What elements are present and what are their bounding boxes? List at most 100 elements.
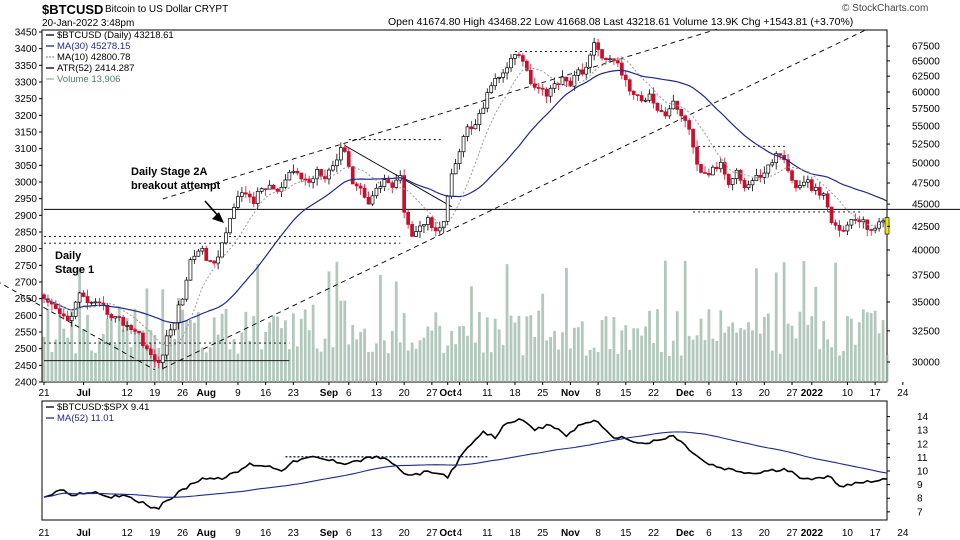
ratio-x-tick-label: 20	[399, 528, 411, 539]
candle	[430, 217, 434, 228]
exchange-label: CRYPT	[194, 4, 229, 15]
volume-bar	[216, 334, 220, 382]
candle	[738, 169, 743, 181]
volume-bar	[620, 330, 624, 382]
volume-bar	[798, 311, 802, 382]
symbol-name: Bitcoin to US Dollar CRYPT	[105, 4, 228, 15]
volume-bar	[470, 286, 473, 382]
volume-bar	[818, 349, 822, 382]
candle	[184, 279, 189, 300]
volume-bar	[450, 331, 454, 382]
candle	[362, 187, 367, 198]
volume-bar	[462, 326, 465, 382]
ratio-x-tick-label: 8	[595, 528, 601, 539]
volume-bar	[513, 322, 517, 382]
volume-bar	[723, 332, 727, 382]
candle	[426, 217, 430, 225]
candle	[418, 225, 422, 232]
candle	[54, 303, 58, 310]
volume-bar	[406, 350, 410, 382]
candle	[627, 79, 632, 92]
x-tick-label: 22	[648, 388, 660, 399]
right-tick-label: 57500	[912, 104, 940, 115]
left-tick-label: 3150	[15, 128, 38, 139]
candle	[378, 186, 383, 189]
volume-bar	[537, 310, 541, 382]
volume-bar	[58, 314, 62, 382]
volume-bar	[707, 309, 711, 382]
ratio-x-tick-label: 27	[426, 528, 438, 539]
volume-bar	[208, 347, 212, 382]
candle	[414, 231, 418, 237]
volume-bar	[541, 293, 545, 382]
candle	[303, 178, 308, 181]
right-tick-label: 55000	[912, 121, 940, 132]
volume-bar	[846, 316, 849, 382]
candle	[109, 314, 114, 319]
volume-bar	[612, 317, 616, 382]
volume-bar	[794, 338, 798, 382]
volume-bar	[663, 260, 667, 382]
volume-bar	[735, 332, 739, 382]
volume-bar	[196, 312, 200, 382]
candle	[338, 147, 343, 161]
candle	[42, 294, 46, 300]
left-tick-label: 2950	[15, 194, 38, 205]
candle	[168, 329, 173, 337]
candle	[188, 259, 193, 281]
ratio-legend-label: $BTCUSD:$SPX 9.41	[57, 402, 149, 413]
volume-bar	[493, 318, 497, 382]
volume-bar	[755, 268, 758, 382]
candle	[204, 247, 209, 261]
volume-bar	[529, 315, 533, 382]
candle	[85, 296, 90, 304]
volume-bar	[869, 313, 873, 382]
left-tick-label: 2600	[15, 311, 38, 322]
candle	[295, 170, 300, 174]
candle	[774, 153, 779, 164]
x-tick-label: Dec	[676, 388, 695, 399]
candle	[244, 192, 248, 195]
candle	[374, 187, 379, 197]
candle	[335, 159, 339, 167]
volume-bar	[220, 313, 224, 382]
volume-bar	[192, 322, 196, 382]
volume-bar	[774, 272, 778, 382]
candle	[271, 184, 276, 190]
candle	[501, 72, 505, 78]
volume-bar	[299, 318, 303, 382]
volume-bar	[343, 300, 347, 382]
candle	[552, 83, 557, 89]
x-tick-label: 15	[620, 388, 632, 399]
right-tick-label: 60000	[912, 88, 940, 99]
volume-bar	[489, 352, 493, 382]
candle	[711, 166, 715, 176]
candle	[208, 260, 213, 262]
candle	[315, 169, 319, 180]
volume-bar	[141, 330, 145, 382]
candle	[394, 179, 399, 188]
symbol-fullname: Bitcoin to US Dollar	[105, 4, 192, 15]
volume-bar	[371, 351, 374, 382]
candle	[224, 232, 228, 244]
x-tick-label: 13	[371, 388, 383, 399]
volume-bar	[398, 342, 402, 382]
candle	[513, 54, 517, 59]
volume-bar	[386, 353, 390, 382]
candle	[623, 74, 628, 81]
volume-bar	[90, 350, 93, 382]
volume-bar	[181, 309, 184, 382]
candle	[608, 58, 612, 61]
volume-bar	[557, 349, 560, 382]
left-tick-label: 3300	[15, 78, 38, 89]
volume-bar	[145, 288, 149, 382]
candle	[758, 175, 763, 178]
candle	[105, 305, 110, 315]
volume-bar	[240, 332, 244, 382]
candle	[718, 162, 723, 170]
candle	[477, 113, 482, 125]
ratio-tick-label: 10	[917, 467, 929, 478]
candle	[809, 179, 814, 191]
volume-bar	[276, 316, 279, 382]
volume-bar	[256, 263, 260, 382]
